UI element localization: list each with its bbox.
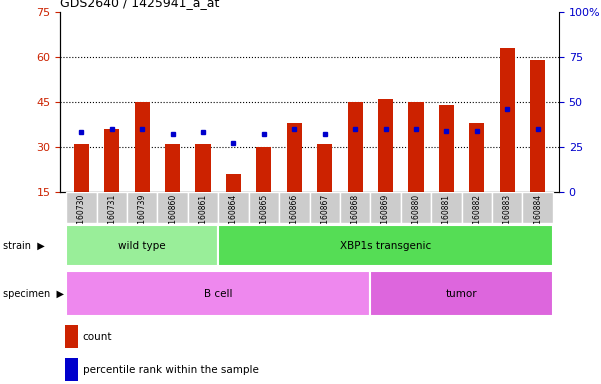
Text: GSM160867: GSM160867 [320,194,329,240]
Bar [195,144,211,192]
Text: percentile rank within the sample: percentile rank within the sample [82,365,258,375]
Text: specimen  ▶: specimen ▶ [3,289,64,299]
Bar [378,99,393,192]
Bar [226,174,241,192]
Bar [408,102,424,192]
Bar [249,192,279,223]
Bar [317,144,332,192]
Bar [530,60,545,192]
Bar [188,192,218,223]
Text: tumor: tumor [446,289,477,299]
Bar [462,192,492,223]
Text: strain  ▶: strain ▶ [3,241,44,251]
Text: GSM160860: GSM160860 [168,194,177,240]
Text: GSM160883: GSM160883 [502,194,511,240]
Text: GSM160869: GSM160869 [381,194,390,240]
Bar [97,192,127,223]
Bar [66,225,218,266]
Bar [135,102,150,192]
Bar [522,192,553,223]
Bar [370,271,553,316]
Text: wild type: wild type [118,241,166,251]
Bar [469,123,484,192]
Text: GSM160884: GSM160884 [533,194,542,240]
Bar [340,192,370,223]
Text: GSM160866: GSM160866 [290,194,299,240]
Text: GSM160731: GSM160731 [108,194,117,240]
Text: GSM160864: GSM160864 [229,194,238,240]
Bar [492,192,522,223]
Bar [431,192,462,223]
Bar [165,144,180,192]
Bar [157,192,188,223]
Bar [218,192,249,223]
Bar [370,192,401,223]
Text: GSM160882: GSM160882 [472,194,481,240]
Bar [347,102,363,192]
Bar [127,192,157,223]
Text: GSM160739: GSM160739 [138,194,147,240]
Bar [74,144,89,192]
Text: GSM160881: GSM160881 [442,194,451,240]
Bar [66,192,97,223]
Text: GSM160865: GSM160865 [260,194,269,240]
Bar [65,325,78,348]
Bar [66,271,370,316]
Text: GSM160868: GSM160868 [350,194,359,240]
Bar [104,129,120,192]
Text: B cell: B cell [204,289,233,299]
Bar [256,147,272,192]
Bar [310,192,340,223]
Text: count: count [82,332,112,342]
Text: XBP1s transgenic: XBP1s transgenic [340,241,431,251]
Bar [287,123,302,192]
Text: GSM160861: GSM160861 [198,194,207,240]
Bar [279,192,310,223]
Bar [401,192,431,223]
Text: GSM160880: GSM160880 [412,194,421,240]
Bar [65,358,78,381]
Bar [218,225,553,266]
Text: GSM160730: GSM160730 [77,194,86,240]
Bar [499,48,515,192]
Text: GDS2640 / 1425941_a_at: GDS2640 / 1425941_a_at [60,0,219,9]
Bar [439,105,454,192]
